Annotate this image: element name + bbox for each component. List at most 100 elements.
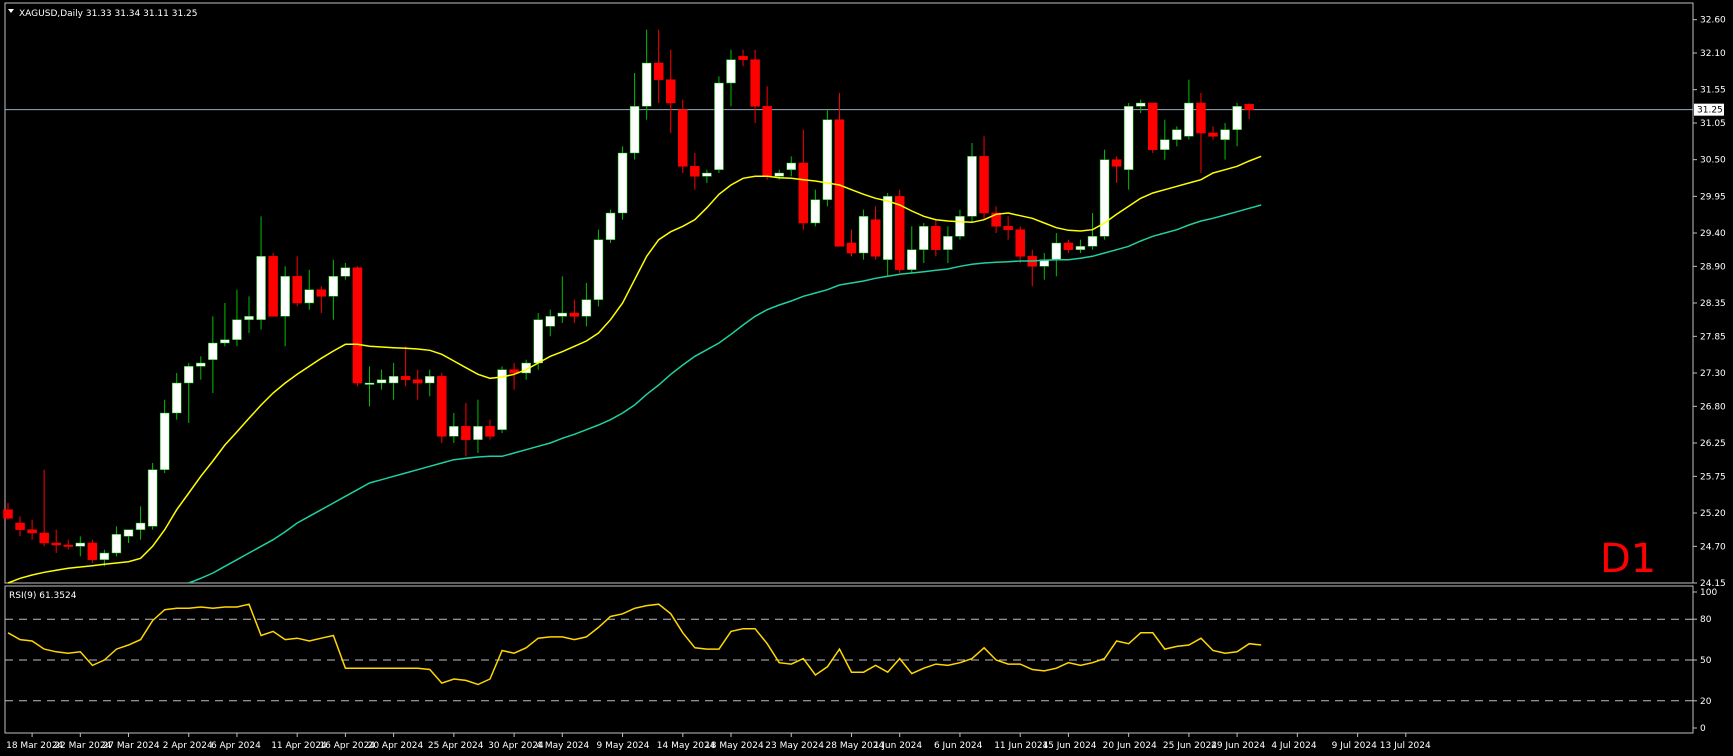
bull-candle xyxy=(256,216,266,330)
bull-candle xyxy=(943,226,953,263)
bull-candle xyxy=(1135,99,1146,113)
candle-body xyxy=(943,236,953,250)
candle-body xyxy=(509,369,519,374)
bear-candle xyxy=(991,206,1001,233)
price-tick-label: 24.15 xyxy=(1700,579,1726,589)
candle-body xyxy=(220,339,230,344)
bull-candle xyxy=(581,283,592,327)
candle-body xyxy=(967,156,977,217)
candle-body xyxy=(1232,106,1242,130)
bear-candle xyxy=(292,256,302,307)
candle-body xyxy=(352,267,363,384)
candle-body xyxy=(473,426,483,440)
bull-candle xyxy=(364,366,375,407)
bull-candle xyxy=(1220,123,1230,160)
price-tick-label: 28.35 xyxy=(1700,299,1726,309)
bull-candle xyxy=(1232,103,1242,147)
price-tick-label: 32.10 xyxy=(1700,49,1726,59)
candle-body xyxy=(256,256,266,320)
rsi-indicator xyxy=(7,603,1262,686)
candle-body xyxy=(63,544,73,547)
bear-candle xyxy=(352,266,363,387)
bull-candle xyxy=(641,29,652,120)
candle-body xyxy=(292,276,302,304)
time-tick-label: 18 May 2024 xyxy=(705,741,764,751)
time-tick-label: 1 Jun 2024 xyxy=(874,741,923,751)
price-tick-label: 27.85 xyxy=(1700,332,1726,342)
bull-candle xyxy=(786,156,796,177)
bull-candle xyxy=(629,73,640,160)
candle-body xyxy=(617,152,628,214)
candle-body xyxy=(376,379,387,384)
bull-candle xyxy=(340,263,351,280)
candle-body xyxy=(184,366,194,384)
bear-candle xyxy=(1196,93,1206,173)
bull-candle xyxy=(75,536,86,557)
candle-body xyxy=(822,119,833,200)
bear-candle xyxy=(834,93,845,247)
candle-body xyxy=(328,276,339,297)
collapse-triangle-icon[interactable] xyxy=(8,9,14,13)
candle-body xyxy=(666,79,676,104)
bull-candle xyxy=(147,463,158,530)
candle-body xyxy=(1051,242,1062,260)
candle-body xyxy=(244,316,254,320)
candle-body xyxy=(605,212,616,240)
rsi-tick-label: 80 xyxy=(1700,615,1712,625)
time-tick-label: 27 Mar 2024 xyxy=(103,741,160,751)
candle-body xyxy=(1160,139,1170,150)
candle-body xyxy=(882,196,893,260)
candle-body xyxy=(533,319,543,364)
candle-body xyxy=(738,56,748,60)
price-tick-label: 31.55 xyxy=(1700,86,1726,96)
bear-candle xyxy=(1244,103,1254,119)
bull-candle xyxy=(328,259,339,320)
time-tick-label: 2 Apr 2024 xyxy=(163,741,213,751)
candle-body xyxy=(461,426,471,440)
candle-body xyxy=(1220,129,1230,140)
ma-fast-line xyxy=(7,155,1262,584)
timeframe-badge: D1 xyxy=(1600,536,1656,582)
bear-candle xyxy=(750,49,760,123)
candle-body xyxy=(449,426,459,437)
candle-body xyxy=(280,276,290,317)
bull-candle xyxy=(123,529,134,543)
rsi-label: RSI(9) 61.3524 xyxy=(9,591,77,601)
candles xyxy=(3,29,1254,567)
candle-body xyxy=(1099,159,1110,237)
bull-candle xyxy=(425,369,435,397)
candle-body xyxy=(27,529,37,534)
candle-body xyxy=(1148,102,1158,150)
candle-body xyxy=(641,62,652,107)
candle-body xyxy=(581,299,592,317)
candle-body xyxy=(1244,104,1254,110)
candle-body xyxy=(316,289,327,297)
bear-candle xyxy=(461,403,471,457)
candle-body xyxy=(702,172,712,177)
time-tick-label: 6 Apr 2024 xyxy=(211,741,261,751)
time-tick-label: 25 Apr 2024 xyxy=(428,741,484,751)
moving-averages xyxy=(7,155,1262,584)
candle-body xyxy=(340,267,351,277)
bull-candle xyxy=(449,413,459,443)
bull-candle xyxy=(232,289,242,347)
candle-body xyxy=(1111,159,1122,167)
candle-body xyxy=(1123,106,1134,170)
candle-body xyxy=(1196,102,1206,134)
bear-candle xyxy=(39,469,49,547)
candle-body xyxy=(629,106,640,154)
candle-body xyxy=(569,312,580,317)
time-tick-label: 11 Jun 2024 xyxy=(994,741,1048,751)
bear-candle xyxy=(666,49,676,133)
candle-body xyxy=(75,542,86,547)
bull-candle xyxy=(1172,126,1182,147)
bull-candle xyxy=(1099,149,1110,240)
bear-candle xyxy=(485,419,495,440)
bull-candle xyxy=(304,269,314,310)
candle-body xyxy=(304,289,314,304)
candle-body xyxy=(834,119,845,247)
candle-body xyxy=(931,226,941,250)
candle-body xyxy=(979,156,989,214)
bear-candle xyxy=(653,29,664,103)
